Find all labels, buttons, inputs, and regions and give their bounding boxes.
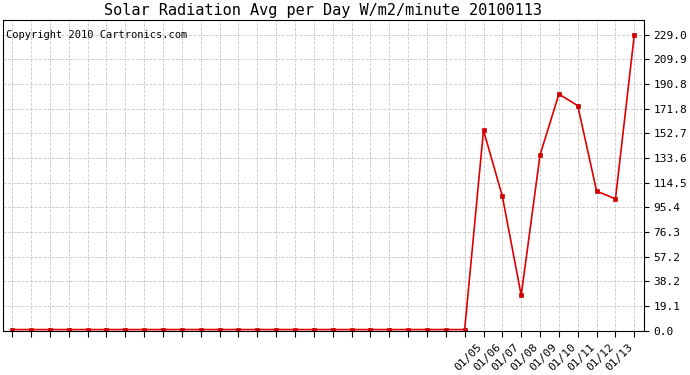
Text: Copyright 2010 Cartronics.com: Copyright 2010 Cartronics.com	[6, 30, 187, 40]
Title: Solar Radiation Avg per Day W/m2/minute 20100113: Solar Radiation Avg per Day W/m2/minute …	[104, 3, 542, 18]
